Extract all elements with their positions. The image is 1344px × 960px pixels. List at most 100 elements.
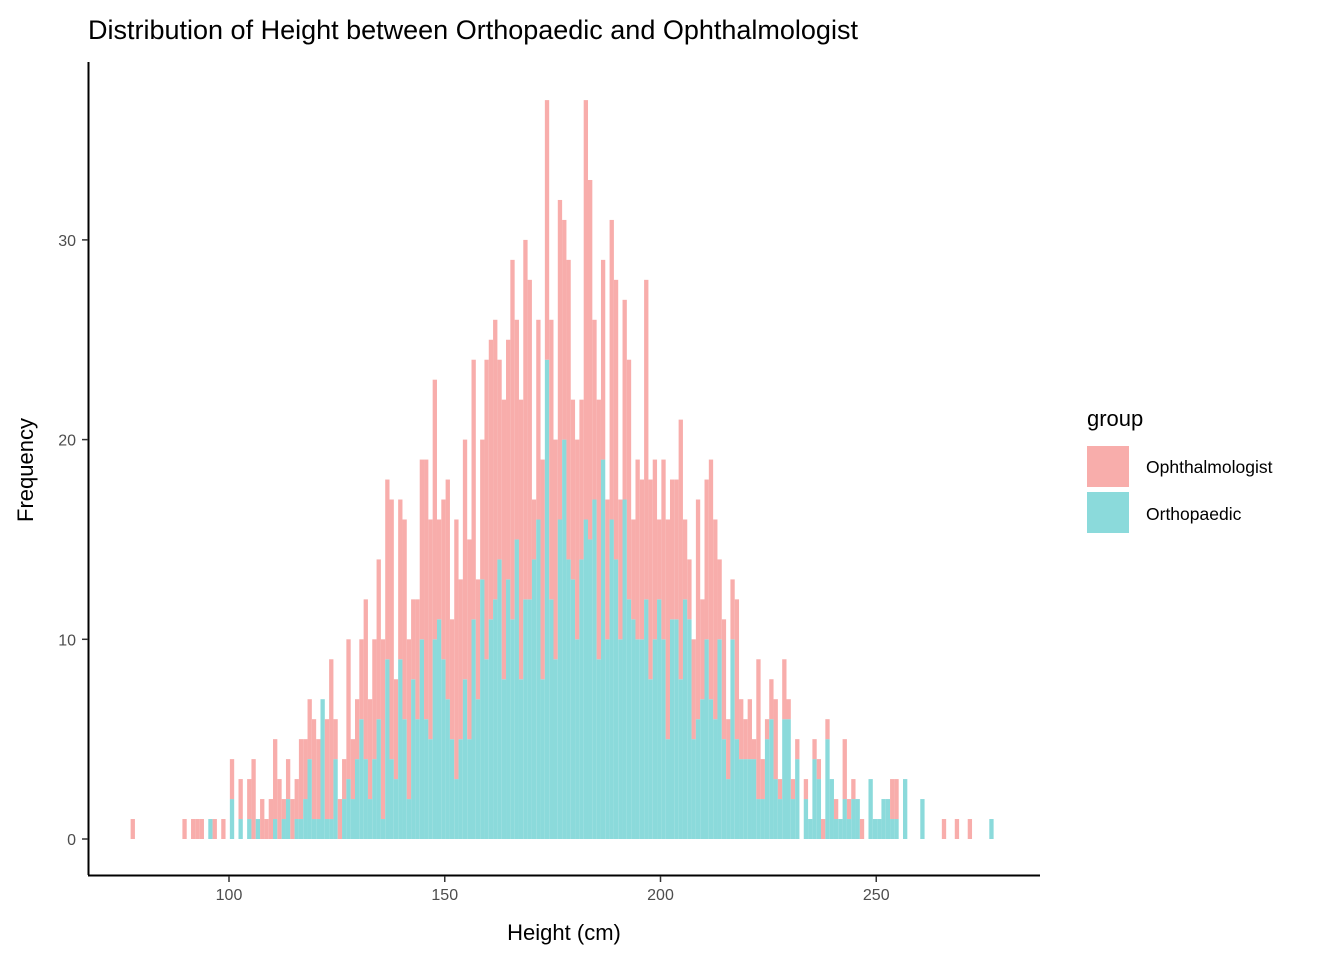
bar-orthopaedic: [376, 719, 381, 839]
bar-ophthalmologist: [751, 739, 757, 760]
bar-orthopaedic: [609, 519, 614, 839]
bar-ophthalmologist: [281, 799, 286, 820]
bar-ophthalmologist: [682, 519, 688, 600]
bar-orthopaedic: [682, 599, 688, 839]
bar-orthopaedic: [475, 699, 481, 839]
bar-ophthalmologist: [527, 279, 532, 600]
bar-ophthalmologist: [264, 819, 269, 839]
bar-ophthalmologist: [467, 539, 472, 740]
bar-orthopaedic: [747, 759, 752, 839]
bar-orthopaedic: [544, 359, 550, 839]
bar-ophthalmologist: [583, 100, 589, 520]
bar-orthopaedic: [903, 779, 908, 839]
bar-orthopaedic: [411, 679, 416, 839]
bar-ophthalmologist: [342, 759, 347, 800]
bar-orthopaedic: [398, 659, 403, 839]
bar-orthopaedic: [721, 739, 727, 839]
bar-orthopaedic: [833, 819, 839, 839]
bar-ophthalmologist: [462, 439, 468, 680]
bar-ophthalmologist: [626, 359, 632, 600]
bar-ophthalmologist: [445, 479, 450, 700]
bar-orthopaedic: [890, 819, 895, 839]
bar-orthopaedic: [229, 799, 235, 839]
bar-ophthalmologist: [367, 699, 373, 800]
bar-orthopaedic: [307, 759, 312, 839]
bar-orthopaedic: [402, 719, 407, 839]
bar-ophthalmologist: [294, 779, 299, 820]
bar-ophthalmologist: [644, 279, 649, 600]
bar-orthopaedic: [471, 619, 476, 839]
bar-orthopaedic: [549, 599, 554, 839]
bar-orthopaedic: [311, 819, 317, 839]
bar-orthopaedic: [583, 519, 589, 839]
bar-ophthalmologist: [600, 259, 606, 460]
legend-label-orthopaedic: Orthopaedic: [1146, 504, 1242, 524]
bar-ophthalmologist: [411, 599, 416, 680]
bar-ophthalmologist: [514, 319, 519, 540]
bar-ophthalmologist: [307, 699, 312, 760]
bar-ophthalmologist: [385, 479, 390, 660]
bar-orthopaedic: [872, 819, 878, 839]
bar-ophthalmologist: [337, 799, 343, 839]
bar-ophthalmologist: [484, 359, 489, 660]
bar-ophthalmologist: [717, 559, 722, 640]
bar-orthopaedic: [566, 559, 571, 839]
bar-orthopaedic: [652, 639, 658, 839]
bar-orthopaedic: [445, 699, 450, 839]
bar-orthopaedic: [812, 759, 817, 839]
bar-ophthalmologist: [458, 579, 463, 740]
bar-ophthalmologist: [523, 239, 528, 600]
bar-ophthalmologist: [842, 739, 847, 800]
bar-orthopaedic: [764, 739, 770, 839]
bar-orthopaedic: [760, 799, 765, 839]
bar-orthopaedic: [885, 799, 891, 839]
bar-ophthalmologist: [419, 459, 425, 640]
bar-ophthalmologist: [424, 459, 429, 720]
bar-orthopaedic: [523, 599, 528, 839]
bar-ophthalmologist: [652, 459, 658, 640]
bar-orthopaedic: [989, 819, 994, 839]
bar-orthopaedic: [285, 799, 291, 839]
bar-ophthalmologist: [721, 619, 727, 740]
bar-ophthalmologist: [661, 459, 666, 640]
legend-title: group: [1087, 406, 1143, 431]
bar-orthopaedic: [359, 719, 364, 839]
bar-ophthalmologist: [212, 819, 217, 839]
y-tick-label: 10: [58, 632, 76, 649]
bar-ophthalmologist: [536, 319, 541, 520]
bar-orthopaedic: [669, 619, 675, 839]
bar-ophthalmologist: [303, 739, 308, 800]
bar-orthopaedic: [367, 799, 373, 839]
bar-orthopaedic: [527, 599, 532, 839]
bar-ophthalmologist: [488, 339, 494, 620]
bar-ophthalmologist: [674, 479, 679, 620]
bar-ophthalmologist: [501, 399, 507, 680]
bar-ophthalmologist: [518, 399, 524, 680]
bar-orthopaedic: [592, 499, 597, 839]
bar-orthopaedic: [743, 759, 748, 839]
bar-ophthalmologist: [199, 819, 204, 839]
bar-ophthalmologist: [376, 559, 381, 720]
bar-orthopaedic: [518, 679, 524, 839]
y-tick-label: 0: [67, 832, 76, 849]
bar-ophthalmologist: [821, 819, 826, 839]
bar-orthopaedic: [480, 579, 485, 839]
bar-ophthalmologist: [803, 779, 809, 800]
bar-ophthalmologist: [316, 739, 321, 820]
bar-ophthalmologist: [406, 639, 412, 800]
bar-ophthalmologist: [260, 799, 265, 839]
bar-ophthalmologist: [428, 519, 433, 740]
bar-ophthalmologist: [372, 639, 377, 760]
bar-ophthalmologist: [432, 379, 437, 640]
bar-ophthalmologist: [553, 439, 558, 660]
bar-ophthalmologist: [389, 499, 394, 760]
bar-ophthalmologist: [713, 519, 718, 720]
bar-ophthalmologist: [816, 759, 822, 780]
bar-ophthalmologist: [691, 639, 696, 740]
bar-ophthalmologist: [238, 779, 243, 820]
bar-ophthalmologist: [851, 779, 856, 800]
bar-orthopaedic: [803, 799, 809, 839]
bar-orthopaedic: [739, 759, 744, 839]
bar-orthopaedic: [363, 759, 368, 839]
